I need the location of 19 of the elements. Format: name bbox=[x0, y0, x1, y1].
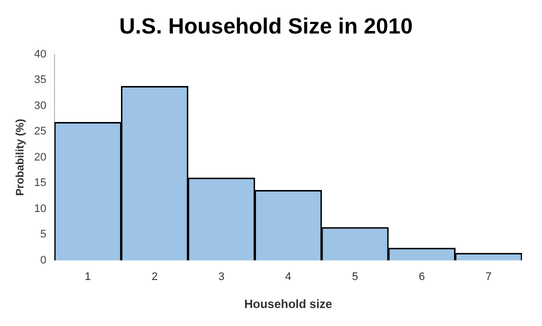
x-tick-label: 1 bbox=[84, 271, 91, 284]
x-tick-label: 4 bbox=[285, 271, 292, 284]
y-tick-label: 15 bbox=[34, 177, 46, 190]
y-axis-title: Probability (%) bbox=[14, 118, 27, 196]
x-axis-title: Household size bbox=[244, 297, 333, 312]
x-tick-label: 7 bbox=[486, 271, 492, 284]
y-tick-label: 20 bbox=[34, 151, 46, 164]
x-tick-label: 3 bbox=[218, 271, 224, 284]
y-tick-label: 30 bbox=[34, 100, 46, 112]
y-tick-label: 35 bbox=[34, 74, 46, 86]
x-tick-label: 5 bbox=[352, 271, 358, 284]
chart-title: U.S. Household Size in 2010 bbox=[119, 13, 413, 38]
y-tick-label: 0 bbox=[40, 254, 46, 266]
y-tick-label: 25 bbox=[34, 126, 46, 138]
y-tick-label: 5 bbox=[40, 228, 46, 241]
y-tick-label: 10 bbox=[34, 202, 46, 215]
x-tick-label: 6 bbox=[418, 271, 425, 284]
x-tick-label: 2 bbox=[152, 271, 158, 284]
y-tick-label: 40 bbox=[34, 48, 46, 60]
